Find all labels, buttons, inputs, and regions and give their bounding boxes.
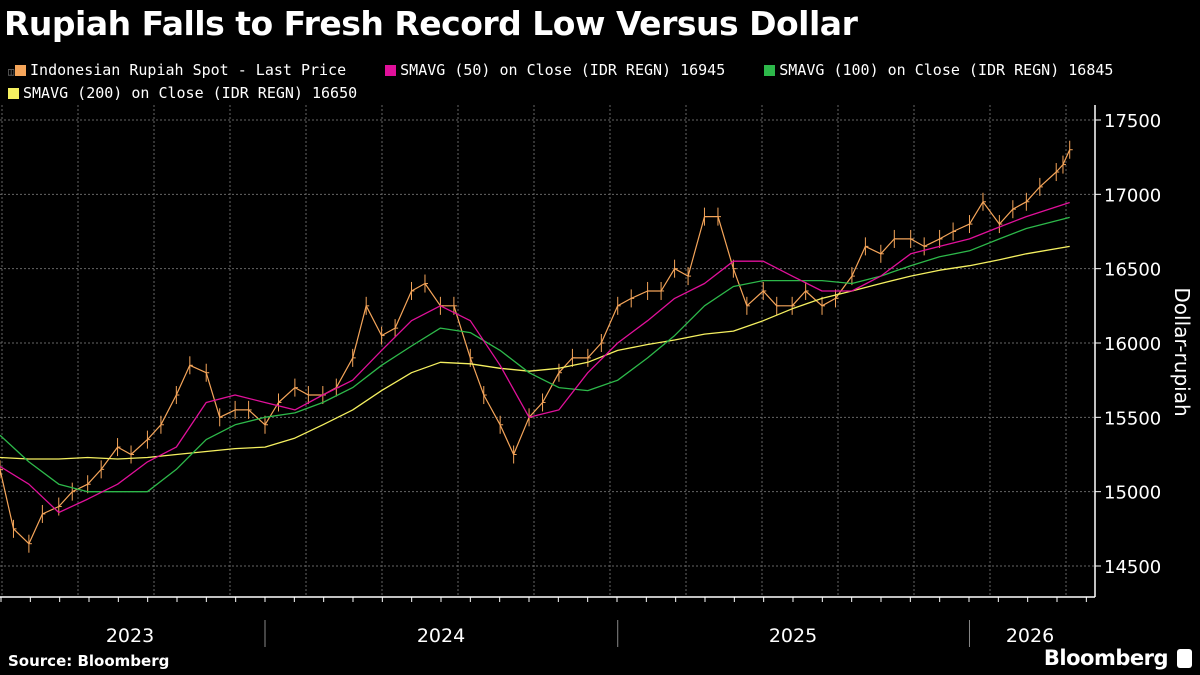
y-tick-label: 15000 <box>1104 483 1161 504</box>
y-tick-label: 14500 <box>1104 557 1161 578</box>
legend-item-sma50[interactable]: SMAVG (50) on Close (IDR REGN) 16945 <box>385 60 725 81</box>
y-axis-label: Dollar-rupiah <box>1170 287 1194 416</box>
y-tick-label: 15500 <box>1104 408 1161 429</box>
gridlines <box>0 105 1095 597</box>
x-tick-label: 2023 <box>106 625 154 647</box>
legend-swatch <box>8 88 19 99</box>
legend-label: Indonesian Rupiah Spot - Last Price <box>30 61 347 79</box>
chart-title: Rupiah Falls to Fresh Record Low Versus … <box>4 4 858 43</box>
x-tick-label: 2024 <box>417 625 465 647</box>
legend-label: SMAVG (200) on Close (IDR REGN) 16650 <box>23 84 358 102</box>
series-layer <box>0 140 1073 553</box>
y-tick-label: 16000 <box>1104 334 1161 355</box>
series-line-sma50 <box>0 201 1070 514</box>
y-tick-label: 16500 <box>1104 260 1161 281</box>
x-tick-label: 2025 <box>769 625 817 647</box>
legend-item-sma200[interactable]: SMAVG (200) on Close (IDR REGN) 16650 <box>8 83 357 104</box>
axes: 14500 15000 15500 16000 16500 17000 17500 2023 2… <box>0 105 1161 647</box>
series-line-sma200 <box>0 245 1070 460</box>
series-line-sma100 <box>0 216 1070 493</box>
bloomberg-logo: Bloomberg <box>1043 646 1169 670</box>
bloomberg-chart-icon <box>1177 649 1192 668</box>
legend-swatch <box>385 65 397 76</box>
legend-swatch <box>764 65 776 76</box>
legend-label: SMAVG (50) on Close (IDR REGN) 16945 <box>400 61 726 79</box>
legend-item-sma100[interactable]: SMAVG (100) on Close (IDR REGN) 16845 <box>764 60 1113 81</box>
legend-swatch <box>15 65 27 76</box>
y-tick-label: 17500 <box>1104 111 1161 132</box>
x-tick-label: 2026 <box>1006 625 1054 647</box>
collapse-toggle-icon[interactable]: ◫ <box>8 67 15 78</box>
legend-item-spot[interactable]: ◫ Indonesian Rupiah Spot - Last Price <box>8 60 346 83</box>
legend: ◫ Indonesian Rupiah Spot - Last Price SMA… <box>8 60 1188 104</box>
y-tick-label: 17000 <box>1104 185 1161 206</box>
source-note: Source: Bloomberg <box>8 652 170 670</box>
legend-label: SMAVG (100) on Close (IDR REGN) 16845 <box>779 61 1114 79</box>
series-line-spot <box>0 149 1071 545</box>
